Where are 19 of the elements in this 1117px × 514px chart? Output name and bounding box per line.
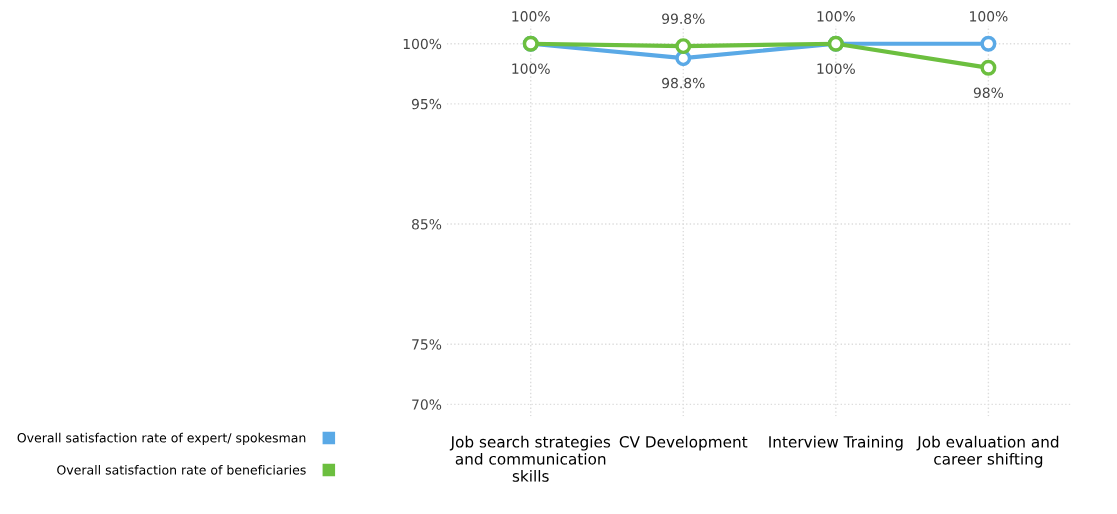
y-tick-label: 75% xyxy=(412,339,442,350)
y-tick-label: 100% xyxy=(403,38,442,50)
x-tick-label: Job evaluation and career shifting xyxy=(916,435,1059,468)
y-tick-label: 70% xyxy=(412,399,442,410)
y-tick-label: 85% xyxy=(412,218,442,230)
data-label: 100% xyxy=(817,11,855,22)
data-label: 100% xyxy=(970,11,1008,22)
x-tick-label: CV Development xyxy=(619,435,748,451)
x-tick-label: Job search strategies and communication skills xyxy=(449,435,611,482)
data-label: 99.8% xyxy=(662,13,705,24)
legend-label: Overall satisfaction rate of expert/ spokesman xyxy=(17,432,306,445)
data-label: 98% xyxy=(973,87,1004,98)
data-label: 100% xyxy=(817,63,855,74)
legend-label: Overall satisfaction rate of beneficiaries xyxy=(57,464,306,475)
data-label: 100% xyxy=(512,11,550,22)
data-label: 100% xyxy=(512,63,550,74)
data-label: 98.8% xyxy=(662,77,705,89)
y-tick-label: 95% xyxy=(411,98,442,110)
x-tick-label: Interview Training xyxy=(769,435,903,451)
